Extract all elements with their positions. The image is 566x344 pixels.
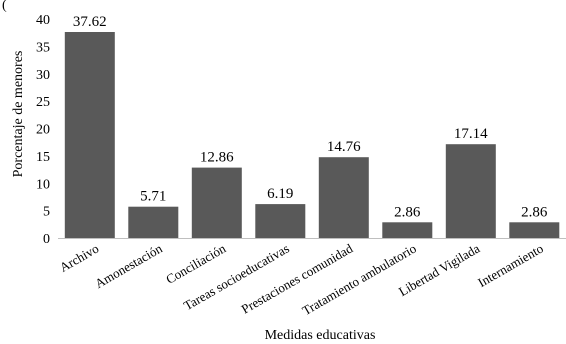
data-label-1: 5.71 xyxy=(140,189,166,205)
x-category-label-1: Amonestación xyxy=(92,240,165,291)
cropped-title-fragment: ( xyxy=(2,0,7,13)
data-label-6: 17.14 xyxy=(454,126,488,142)
data-label-7: 2.86 xyxy=(521,204,548,220)
x-category-label-4: Prestaciones comunidad xyxy=(239,240,356,316)
bar-6 xyxy=(445,144,496,238)
data-label-4: 14.76 xyxy=(327,139,361,155)
bar-5 xyxy=(382,222,433,238)
data-labels-group: 37.62 5.71 12.86 6.19 14.76 2.86 17.14 2.86 xyxy=(73,14,548,220)
bar-3 xyxy=(255,204,306,238)
bars-group xyxy=(64,32,560,238)
x-category-label-7: Internamiento xyxy=(475,241,546,290)
data-label-2: 12.86 xyxy=(200,150,234,166)
bar-1 xyxy=(128,206,179,238)
y-tick-label-6: 30 xyxy=(36,68,50,83)
x-category-label-0: Archivo xyxy=(57,241,101,275)
y-axis-title: Porcentaje de menores xyxy=(11,51,26,178)
bar-0 xyxy=(64,32,115,238)
y-tick-label-4: 20 xyxy=(36,123,50,138)
y-axis-ticks: 0 5 10 15 20 25 30 35 40 xyxy=(36,13,50,247)
x-category-label-3: Tareas socioeducativas xyxy=(181,241,292,314)
bar-4 xyxy=(318,157,369,238)
y-tick-label-3: 15 xyxy=(36,150,50,165)
y-tick-label-2: 10 xyxy=(36,177,50,192)
y-tick-label-8: 40 xyxy=(36,13,50,28)
data-label-0: 37.62 xyxy=(73,14,107,30)
y-tick-label-7: 35 xyxy=(36,40,50,55)
data-label-5: 2.86 xyxy=(394,204,421,220)
bar-7 xyxy=(509,222,560,238)
y-tick-label-1: 5 xyxy=(43,205,50,220)
x-axis-title: Medidas educativas xyxy=(265,328,376,343)
y-tick-label-0: 0 xyxy=(43,232,50,247)
bar-2 xyxy=(191,167,242,238)
x-category-label-5: Tratamiento ambulatorio xyxy=(299,241,418,319)
data-label-3: 6.19 xyxy=(267,186,293,202)
y-tick-label-5: 25 xyxy=(36,95,50,110)
